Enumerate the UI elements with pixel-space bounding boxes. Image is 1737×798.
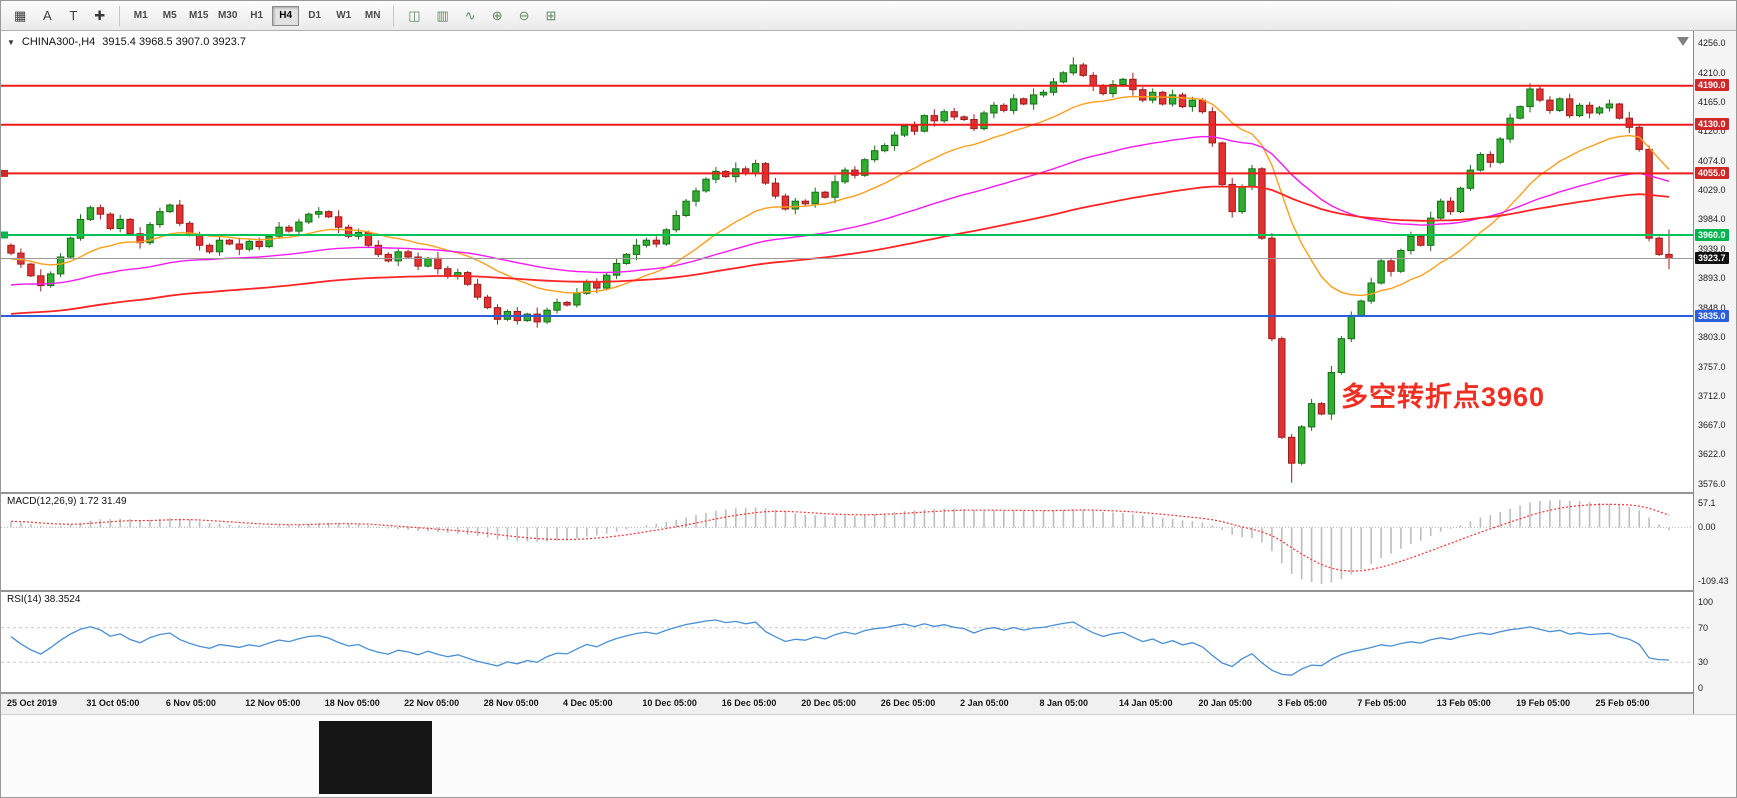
price-axis-label: 4029.0 xyxy=(1698,185,1726,196)
rsi-canvas[interactable] xyxy=(1,592,1693,692)
zoom-out-icon[interactable]: ⊖ xyxy=(512,5,537,27)
bottom-dark-panel xyxy=(319,721,432,794)
time-axis-label: 12 Nov 05:00 xyxy=(245,698,301,708)
price-axis-label: 3984.0 xyxy=(1698,214,1726,225)
time-axis-label: 20 Dec 05:00 xyxy=(801,698,856,708)
rsi-label: RSI(14) 38.3524 xyxy=(7,594,81,605)
price-axis-label: 4120.0 xyxy=(1698,126,1726,137)
symbol-info: ▼ CHINA300-,H4 3915.4 3968.5 3907.0 3923… xyxy=(7,36,246,48)
time-axis-label: 20 Jan 05:00 xyxy=(1198,698,1252,708)
rsi-axis-label: 100 xyxy=(1698,597,1714,607)
timeframe-mn-button[interactable]: MN xyxy=(359,6,386,26)
text-tool-t-icon[interactable]: T xyxy=(61,5,85,27)
price-axis-label: 3757.0 xyxy=(1698,361,1726,372)
line-chart-icon[interactable]: ∿ xyxy=(458,5,483,27)
price-line-tag: 4190.0 xyxy=(1695,79,1729,92)
macd-axis-label: 57.1 xyxy=(1698,498,1716,508)
time-axis-label: 4 Dec 05:00 xyxy=(563,698,613,708)
time-axis[interactable]: 25 Oct 2019 31 Oct 05:00 6 Nov 05:00 12 Nov… xyxy=(1,694,1693,714)
timeframe-m1-button[interactable]: M1 xyxy=(127,6,154,26)
timeframe-w1-button[interactable]: W1 xyxy=(330,6,357,26)
candlestick-chart-icon[interactable]: ◫ xyxy=(401,5,427,27)
price-axis-label: 3803.0 xyxy=(1698,331,1726,342)
time-axis-label: 19 Feb 05:00 xyxy=(1516,698,1571,708)
time-axis-label: 16 Dec 05:00 xyxy=(721,698,777,708)
price-line-tag: 4130.0 xyxy=(1695,118,1729,131)
tile-windows-icon[interactable]: ⊞ xyxy=(539,5,564,27)
toolbar-separator xyxy=(119,5,121,26)
timeframe-m15-button[interactable]: M15 xyxy=(185,6,212,26)
macd-axis-label: -109.43 xyxy=(1698,576,1729,586)
time-axis-label: 3 Feb 05:00 xyxy=(1277,698,1327,708)
time-axis-label: 25 Oct 2019 xyxy=(7,698,58,708)
price-axis-label: 4210.0 xyxy=(1698,67,1726,78)
time-axis-label: 6 Nov 05:00 xyxy=(165,698,216,708)
timeframe-d1-button[interactable]: D1 xyxy=(301,6,328,26)
time-axis-label: 28 Nov 05:00 xyxy=(483,698,539,708)
time-axis-label: 25 Feb 05:00 xyxy=(1595,698,1650,708)
price-axis-label: 3622.0 xyxy=(1698,449,1726,460)
time-axis-label: 22 Nov 05:00 xyxy=(404,698,460,708)
time-axis-label: 14 Jan 05:00 xyxy=(1119,698,1173,708)
timeframe-h1-button[interactable]: H1 xyxy=(243,6,270,26)
macd-panel[interactable]: MACD(12,26,9) 1.72 31.49 xyxy=(1,494,1693,592)
price-axis-label: 4074.0 xyxy=(1698,156,1726,166)
toolbar-separator xyxy=(393,5,395,26)
time-axis-label: 10 Dec 05:00 xyxy=(642,698,697,708)
rsi-panel[interactable]: RSI(14) 38.3524 xyxy=(1,592,1693,694)
crosshair-icon[interactable]: ✚ xyxy=(87,5,112,27)
chart-shift-marker xyxy=(1677,37,1689,46)
time-axis-label: 18 Nov 05:00 xyxy=(324,698,380,708)
timeframe-h4-button[interactable]: H4 xyxy=(272,5,300,26)
price-line-tag: 3835.0 xyxy=(1695,309,1729,322)
rsi-axis-label: 70 xyxy=(1698,622,1709,633)
price-line-tag: 4055.0 xyxy=(1695,166,1729,179)
macd-canvas[interactable] xyxy=(1,494,1693,590)
price-axis-label: 4256.0 xyxy=(1698,38,1726,48)
main-chart-panel[interactable]: ▼ CHINA300-,H4 3915.4 3968.5 3907.0 3923… xyxy=(1,31,1693,494)
time-axis-label: 13 Feb 05:00 xyxy=(1436,698,1491,708)
bar-chart-icon[interactable]: ▥ xyxy=(430,5,456,27)
bottom-strip xyxy=(1,714,1736,797)
chart-annotation: 多空转折点3960 xyxy=(1341,382,1546,412)
time-axis-label: 7 Feb 05:00 xyxy=(1357,698,1407,708)
symbol-dropdown-icon[interactable]: ▼ xyxy=(7,37,15,47)
symbol-ohlc: 3915.4 3968.5 3907.0 3923.7 xyxy=(102,36,247,48)
time-axis-label: 2 Jan 05:00 xyxy=(960,698,1009,708)
symbol-title: CHINA300-,H4 xyxy=(21,36,96,48)
time-axis-label: 31 Oct 05:00 xyxy=(86,698,140,708)
timeframe-m5-button[interactable]: M5 xyxy=(156,6,183,26)
macd-label: MACD(12,26,9) 1.72 31.49 xyxy=(7,496,127,507)
price-axis-label: 3848.0 xyxy=(1698,302,1726,313)
price-axis-label: 3893.0 xyxy=(1698,273,1726,284)
macd-axis-label: 0.00 xyxy=(1698,522,1716,533)
main-chart-canvas[interactable] xyxy=(1,31,1693,492)
price-axis[interactable]: 4256.0 4210.0 4165.0 4120.0 4074.0 4029.0 3984… xyxy=(1693,31,1736,714)
price-axis-label: 3667.0 xyxy=(1698,420,1726,430)
price-axis-label: 4165.0 xyxy=(1698,97,1726,107)
toolbar: ▦ A T ✚ M1 M5 M15 M30 H1 H4 D1 W1 MN ◫ ▥… xyxy=(1,1,1736,31)
current-price-tag: 3923.7 xyxy=(1695,252,1729,264)
price-line-tag: 3960.0 xyxy=(1695,228,1729,241)
time-axis-label: 26 Dec 05:00 xyxy=(880,698,936,708)
rsi-axis-label: 0 xyxy=(1698,683,1704,693)
price-axis-label: 3576.0 xyxy=(1698,479,1726,489)
time-axis-label: 8 Jan 05:00 xyxy=(1039,698,1089,708)
timeframe-m30-button[interactable]: M30 xyxy=(214,6,241,26)
modules-grid-icon[interactable]: ▦ xyxy=(7,5,33,27)
text-tool-a-icon[interactable]: A xyxy=(35,5,59,27)
price-axis-label: 3939.0 xyxy=(1698,243,1726,254)
price-axis-label: 3712.0 xyxy=(1698,390,1726,401)
zoom-in-icon[interactable]: ⊕ xyxy=(485,5,510,27)
rsi-axis-label: 30 xyxy=(1698,657,1709,668)
